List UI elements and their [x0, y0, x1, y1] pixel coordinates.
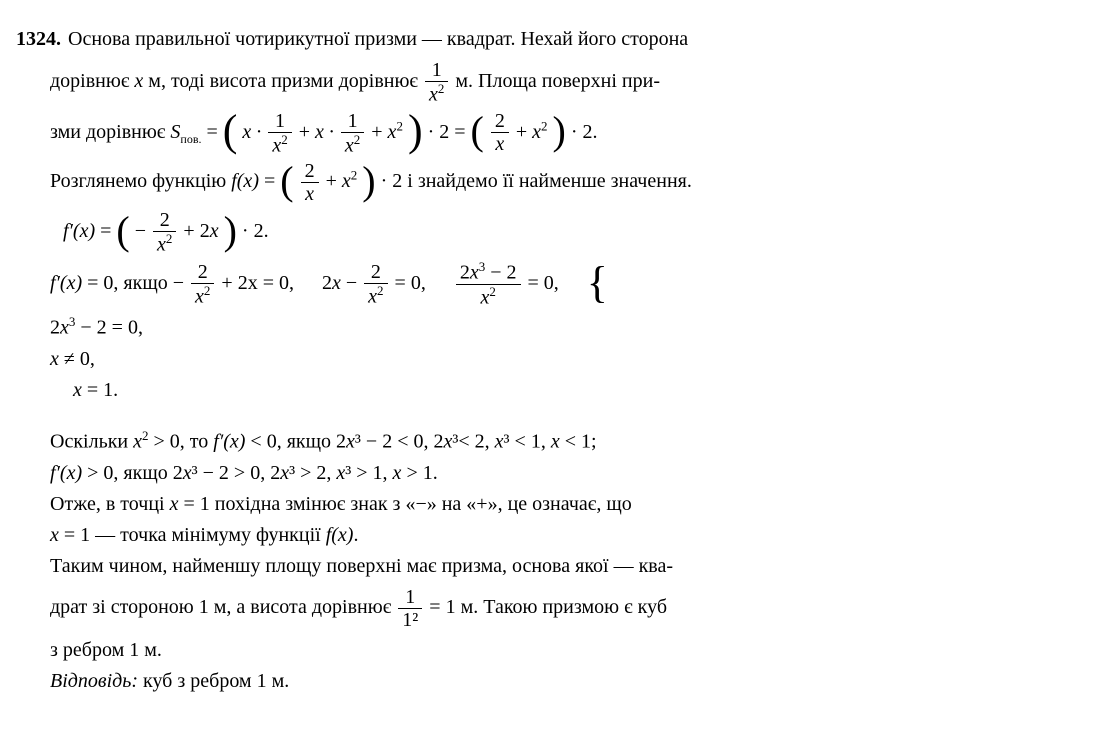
fraction-2-over-x2: 2x2: [151, 209, 178, 256]
fraction-2x3-2-over-x2: 2x3 − 2 x2: [454, 260, 523, 308]
problem-number: 1324.: [16, 28, 63, 50]
case-line-1: 2x3 − 2 = 0,: [50, 312, 1100, 344]
plus: +: [516, 121, 532, 143]
times-2: · 2: [381, 170, 403, 192]
sign-analysis-1: Оскільки x2 > 0, то f′(x) < 0, якщо 2x³ …: [50, 426, 1100, 458]
equals: =: [206, 121, 222, 143]
cases-system: {: [587, 269, 613, 300]
sign-analysis-2: f′(x) > 0, якщо 2x³ − 2 > 0, 2x³ > 2, x³…: [50, 458, 1100, 489]
fraction-numerator: 1: [425, 59, 448, 81]
fprime-symbol: f′(x): [63, 220, 95, 242]
plus: +: [371, 121, 387, 143]
plus: +: [326, 170, 342, 192]
text: = 0,: [528, 272, 559, 294]
fraction-denominator: x2: [425, 81, 448, 106]
fraction-2-over-x2: 2x2: [362, 261, 389, 308]
conclusion-line-3: Таким чином, найменшу площу поверхні має…: [50, 551, 1100, 582]
S-symbol: S: [170, 121, 180, 143]
conclusion-line-5: з ребром 1 м.: [50, 635, 1100, 666]
text: зми дорівнює: [50, 121, 170, 143]
function-definition: Розглянемо функцію f(x) = ( 2x + x2 ) · …: [50, 160, 1100, 205]
plus: +: [183, 220, 199, 242]
text: Розглянемо функцію: [50, 170, 231, 192]
text: + 2x = 0,: [221, 272, 294, 294]
equals: =: [454, 121, 470, 143]
text: < 0, якщо 2: [245, 431, 346, 453]
text: · 2.: [242, 220, 269, 242]
text: м, тоді висота призми дорівнює: [143, 70, 423, 92]
fraction: 1x2: [339, 110, 366, 157]
derivative-expression: f′(x) = ( − 2x2 + 2x ) · 2.: [50, 209, 1100, 256]
times-2: · 2: [428, 121, 450, 143]
S-subscript: пов.: [180, 132, 201, 146]
text: Основа правильної чотирикутної призми — …: [68, 28, 688, 50]
answer-text: куб з ребром 1 м.: [138, 670, 289, 692]
text: дорівнює: [50, 70, 134, 92]
variable-x: x: [73, 379, 82, 401]
text: Оскільки: [50, 431, 133, 453]
text: · 2.: [571, 121, 598, 143]
text: = 0,: [395, 272, 426, 294]
derivative-zero-chain: f′(x) = 0, якщо − 2x2 + 2x = 0, 2x − 2x2…: [50, 260, 1100, 308]
fraction: 1x2: [266, 110, 293, 157]
equals: =: [100, 220, 116, 242]
fraction-1-over-1sq: 1 1²: [396, 586, 424, 631]
equals: =: [264, 170, 280, 192]
paragraph-line-2: дорівнює x м, тоді висота призми дорівню…: [50, 59, 1100, 106]
text: = 0, якщо: [87, 272, 173, 294]
variable-x: x: [134, 70, 143, 92]
x-squared: x: [532, 121, 541, 143]
fraction-1-over-x2: 1 x2: [423, 59, 450, 106]
paragraph-line-1: 1324. Основа правильної чотирикутної при…: [50, 24, 1100, 55]
fraction-2-over-x2: 2x2: [189, 261, 216, 308]
fprime-symbol: f′(x): [50, 272, 82, 294]
text: 2x −: [322, 272, 362, 294]
fraction-2-over-x: 2x: [299, 160, 321, 205]
answer-label: Відповідь:: [50, 670, 138, 692]
x-squared: x: [342, 170, 351, 192]
plus: +: [299, 121, 315, 143]
conclusion-line-2: x = 1 — точка мінімуму функції f(x).: [50, 520, 1100, 551]
text: м. Площа поверхні при-: [455, 70, 660, 92]
text: і знайдемо її найменше значення.: [407, 170, 692, 192]
case-line-2: x ≠ 0,: [50, 344, 1100, 375]
answer-line: Відповідь: куб з ребром 1 м.: [50, 666, 1100, 697]
surface-area-equation: зми дорівнює Sпов. = ( x · 1x2 + x · 1x2…: [50, 110, 1100, 157]
fraction-2-over-x: 2x: [489, 110, 511, 155]
minus: −: [135, 220, 151, 242]
fx-symbol: f(x): [231, 170, 259, 192]
conclusion-line-1: Отже, в точці x = 1 похідна змінює знак …: [50, 489, 1100, 520]
text: x ·: [315, 121, 339, 143]
text: > 0, то: [149, 431, 214, 453]
two-x: 2x: [200, 220, 219, 242]
text: x ·: [242, 121, 266, 143]
minus: −: [173, 272, 189, 294]
conclusion-line-4: драт зі стороною 1 м, а висота дорівнює …: [50, 586, 1100, 631]
text: = 1.: [82, 379, 118, 401]
